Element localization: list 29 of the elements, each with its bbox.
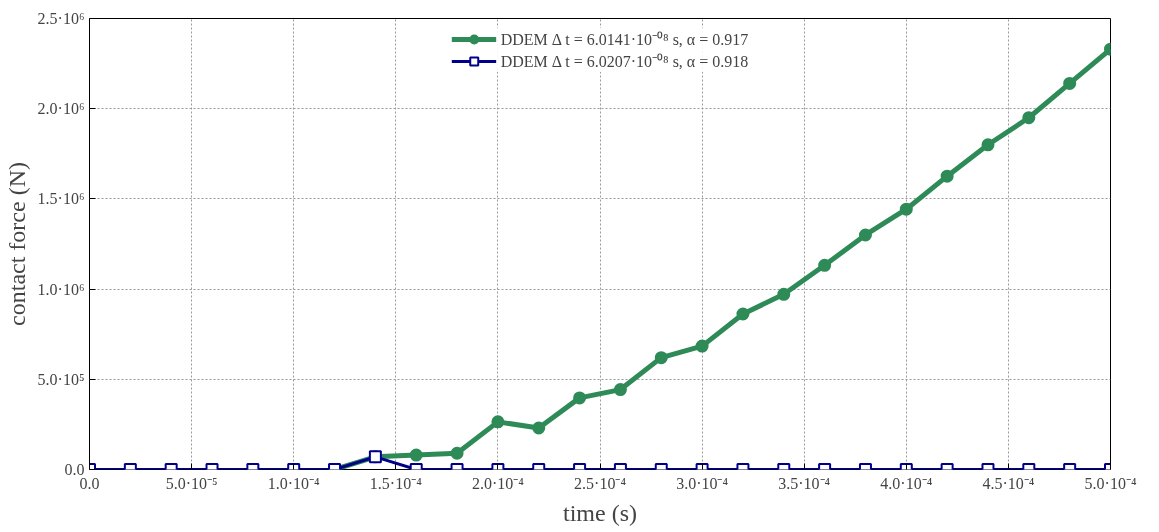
x-tick-label: 5.0·10⁻⁴ [1084,474,1137,492]
point [1022,111,1036,125]
x-tick-label: 4.0·10⁻⁴ [880,474,933,492]
point [695,339,709,353]
x-tick-label: 3.5·10⁻⁴ [778,474,831,492]
point [1063,76,1077,90]
point [981,138,995,152]
x-tick-label: 1.0·10⁻⁴ [267,474,321,492]
y-tick-label: 1.0·10⁶ [37,280,85,298]
point [940,169,954,183]
legend-label: DDEM Δ t = 6.0207·10⁻⁰⁸ s, α = 0.918 [500,52,749,72]
x-axis-title: time (s) [563,499,637,526]
y-tick-label: 5.0·10⁵ [37,370,85,388]
y-tick-label: 1.5·10⁶ [37,190,85,208]
legend-label: DDEM Δ t = 6.0141·10⁻⁰⁸ s, α = 0.917 [500,30,749,50]
y-tick-label: 2.5·10⁶ [37,10,85,27]
y-tick-label: 2.0·10⁶ [37,100,85,118]
x-tick-label: 3.0·10⁻⁴ [676,474,729,492]
point [818,258,832,272]
point [858,228,872,242]
x-tick-label: 2.5·10⁻⁴ [574,474,627,492]
y-axis-title: contact force (N) [3,162,30,326]
point [899,202,913,216]
x-tick-label: 5.0·10⁻⁵ [165,474,218,492]
point [777,287,791,301]
point [736,307,750,321]
x-tick-label: 1.5·10⁻⁴ [369,474,423,492]
x-tick-label: 4.5·10⁻⁴ [982,474,1035,492]
x-tick-label: 2.0·10⁻⁴ [471,474,525,492]
